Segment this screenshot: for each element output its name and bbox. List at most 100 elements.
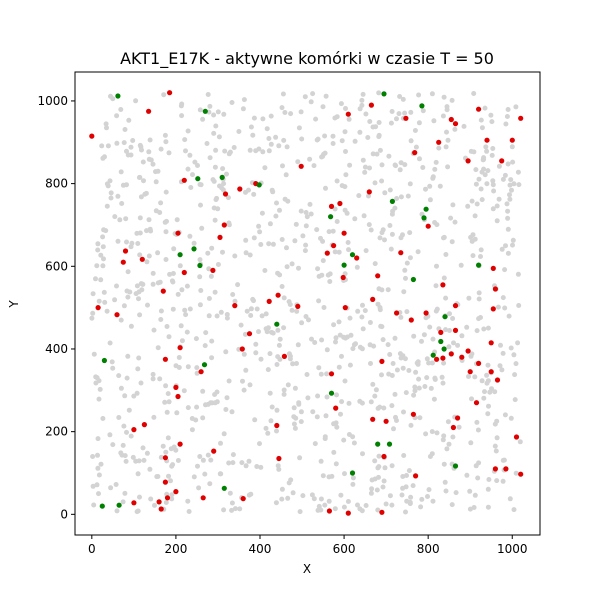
inactive-cell-point bbox=[417, 156, 422, 162]
red-cell-point bbox=[370, 416, 376, 422]
inactive-cell-point bbox=[505, 107, 511, 112]
red-cell-point bbox=[410, 411, 416, 417]
inactive-cell-point bbox=[372, 180, 378, 186]
red-cell-point bbox=[379, 358, 385, 364]
inactive-cell-point bbox=[342, 207, 348, 213]
red-cell-point bbox=[177, 441, 183, 447]
red-cell-point bbox=[141, 422, 147, 428]
inactive-cell-point bbox=[275, 327, 281, 333]
inactive-cell-point bbox=[342, 129, 348, 135]
inactive-cell-point bbox=[389, 231, 395, 237]
inactive-cell-point bbox=[516, 303, 522, 308]
inactive-cell-point bbox=[339, 353, 344, 359]
inactive-cell-point bbox=[184, 283, 190, 289]
inactive-cell-point bbox=[128, 144, 134, 150]
inactive-cell-point bbox=[295, 159, 301, 165]
red-cell-point bbox=[198, 369, 204, 375]
inactive-cell-point bbox=[268, 141, 274, 147]
inactive-cell-point bbox=[346, 400, 352, 406]
inactive-cell-point bbox=[470, 232, 476, 238]
inactive-cell-point bbox=[324, 371, 330, 377]
inactive-cell-point bbox=[236, 129, 242, 134]
inactive-cell-point bbox=[155, 168, 161, 174]
x-tick-label: 1000 bbox=[497, 542, 528, 556]
inactive-cell-point bbox=[333, 335, 339, 341]
inactive-cell-point bbox=[485, 486, 491, 492]
inactive-cell-point bbox=[279, 105, 285, 111]
green-cell-point bbox=[177, 252, 183, 258]
inactive-cell-point bbox=[118, 169, 124, 175]
inactive-cell-point bbox=[266, 148, 272, 154]
inactive-cell-point bbox=[444, 446, 450, 452]
inactive-cell-point bbox=[166, 473, 171, 479]
inactive-cell-point bbox=[128, 323, 134, 329]
inactive-cell-point bbox=[112, 297, 118, 303]
inactive-cell-point bbox=[430, 175, 436, 181]
inactive-cell-point bbox=[326, 474, 332, 480]
inactive-cell-point bbox=[322, 133, 328, 139]
inactive-cell-point bbox=[138, 194, 144, 200]
inactive-cell-point bbox=[508, 345, 514, 351]
inactive-cell-point bbox=[119, 201, 125, 206]
inactive-cell-point bbox=[440, 113, 446, 119]
inactive-cell-point bbox=[334, 178, 340, 184]
red-cell-point bbox=[403, 115, 409, 121]
inactive-cell-point bbox=[183, 148, 188, 154]
inactive-cell-point bbox=[276, 466, 282, 472]
red-cell-point bbox=[459, 354, 465, 360]
inactive-cell-point bbox=[229, 409, 235, 415]
inactive-cell-point bbox=[503, 121, 509, 127]
inactive-cell-point bbox=[281, 325, 287, 331]
inactive-cell-point bbox=[504, 114, 510, 119]
inactive-cell-point bbox=[322, 502, 328, 508]
inactive-cell-point bbox=[513, 361, 519, 367]
inactive-cell-point bbox=[507, 496, 513, 502]
inactive-cell-point bbox=[429, 360, 435, 366]
inactive-cell-point bbox=[197, 257, 203, 263]
green-cell-point bbox=[191, 246, 197, 252]
y-tick-label: 1000 bbox=[37, 94, 68, 108]
inactive-cell-point bbox=[274, 362, 280, 367]
inactive-cell-point bbox=[205, 452, 211, 458]
inactive-cell-point bbox=[430, 336, 436, 342]
red-cell-point bbox=[181, 269, 187, 276]
green-cell-point bbox=[423, 206, 429, 212]
inactive-cell-point bbox=[291, 421, 297, 427]
inactive-cell-point bbox=[416, 120, 422, 126]
inactive-cell-point bbox=[481, 395, 487, 401]
inactive-cell-point bbox=[362, 169, 368, 175]
inactive-cell-point bbox=[160, 443, 166, 449]
inactive-cell-point bbox=[209, 245, 215, 251]
inactive-cell-point bbox=[502, 267, 508, 273]
red-cell-point bbox=[494, 377, 501, 383]
inactive-cell-point bbox=[505, 226, 511, 232]
inactive-cell-point bbox=[423, 186, 428, 192]
inactive-cell-point bbox=[407, 255, 413, 261]
inactive-cell-point bbox=[427, 324, 433, 330]
inactive-cell-point bbox=[431, 118, 437, 124]
inactive-cell-point bbox=[247, 382, 253, 388]
inactive-cell-point bbox=[467, 506, 473, 512]
inactive-cell-point bbox=[447, 328, 452, 333]
inactive-cell-point bbox=[407, 230, 413, 236]
inactive-cell-point bbox=[170, 462, 176, 468]
inactive-cell-point bbox=[279, 284, 285, 289]
inactive-cell-point bbox=[489, 386, 494, 392]
inactive-cell-point bbox=[181, 388, 187, 394]
red-cell-point bbox=[281, 353, 287, 359]
red-cell-point bbox=[146, 108, 152, 114]
inactive-cell-point bbox=[376, 90, 382, 96]
inactive-cell-point bbox=[114, 113, 120, 119]
inactive-cell-point bbox=[372, 458, 378, 464]
inactive-cell-point bbox=[217, 471, 223, 477]
inactive-cell-point bbox=[189, 427, 195, 433]
inactive-cell-point bbox=[185, 166, 191, 172]
inactive-cell-point bbox=[114, 140, 120, 146]
inactive-cell-point bbox=[241, 97, 247, 103]
inactive-cell-point bbox=[416, 92, 422, 98]
inactive-cell-point bbox=[502, 305, 508, 311]
inactive-cell-point bbox=[147, 466, 153, 472]
inactive-cell-point bbox=[262, 165, 268, 171]
inactive-cell-point bbox=[505, 208, 511, 214]
inactive-cell-point bbox=[146, 217, 152, 223]
